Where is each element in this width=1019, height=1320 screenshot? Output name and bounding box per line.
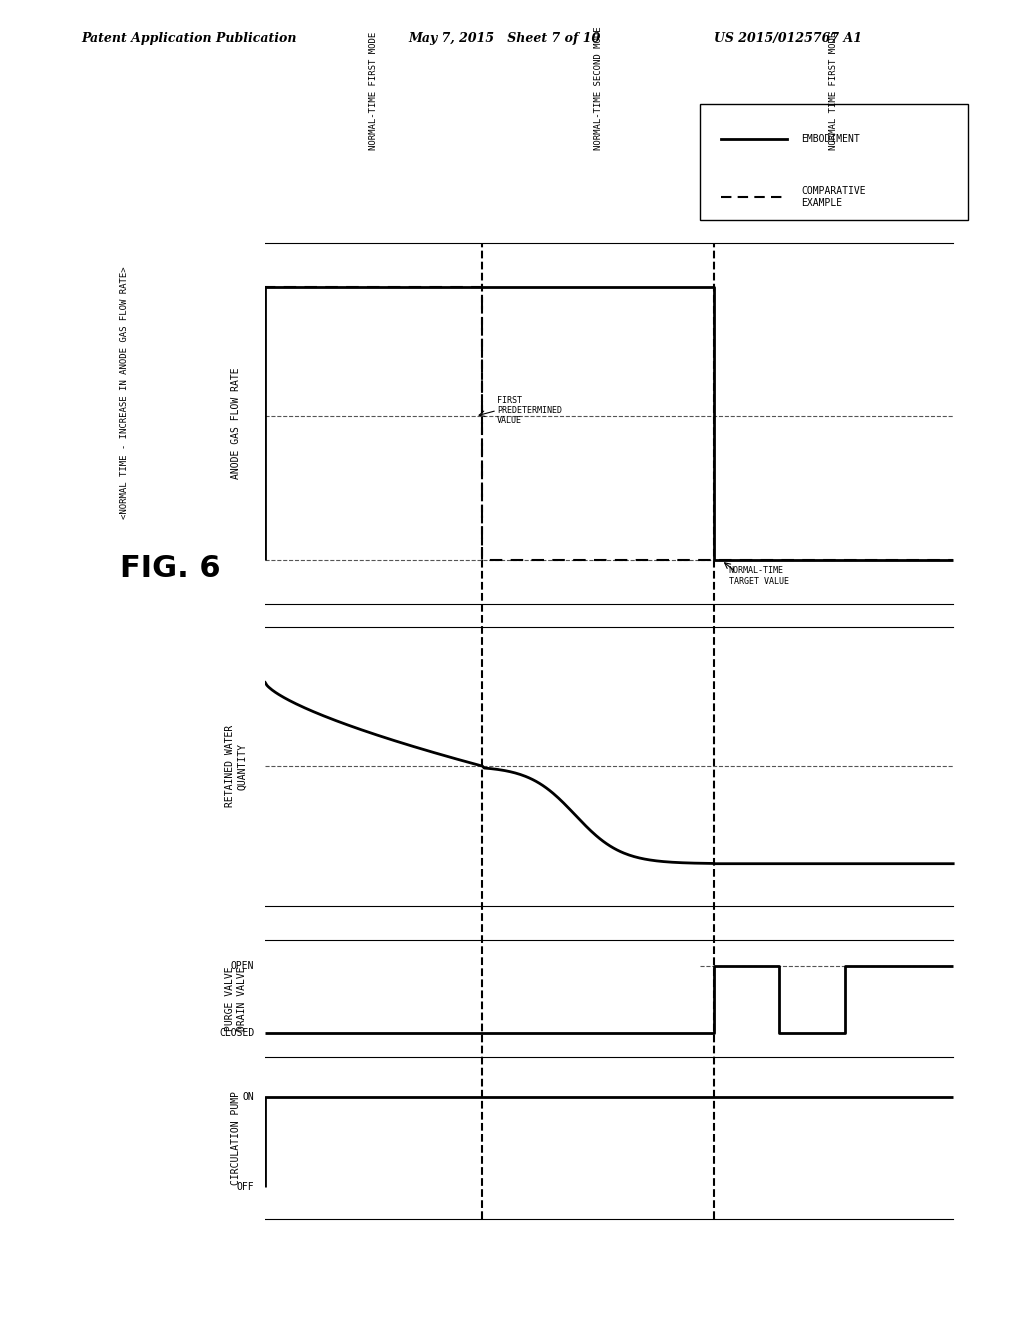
- Text: Patent Application Publication: Patent Application Publication: [82, 32, 297, 45]
- FancyBboxPatch shape: [699, 104, 967, 220]
- Text: PURGE VALVE
DRAIN VALVE: PURGE VALVE DRAIN VALVE: [225, 966, 247, 1031]
- Text: EMBODIMENT: EMBODIMENT: [800, 133, 859, 144]
- Text: COMPARATIVE
EXAMPLE: COMPARATIVE EXAMPLE: [800, 186, 865, 207]
- Text: FIRST
PREDETERMINED
VALUE: FIRST PREDETERMINED VALUE: [496, 396, 561, 425]
- Text: ANODE GAS FLOW RATE: ANODE GAS FLOW RATE: [231, 368, 242, 479]
- Text: OPEN: OPEN: [230, 961, 254, 972]
- Text: CLOSED: CLOSED: [219, 1028, 254, 1039]
- Text: CIRCULATION PUMP: CIRCULATION PUMP: [231, 1090, 242, 1185]
- Text: NORMAL-TIME FIRST MODE: NORMAL-TIME FIRST MODE: [369, 32, 378, 150]
- Text: ON: ON: [243, 1092, 254, 1102]
- Text: <NORMAL TIME - INCREASE IN ANODE GAS FLOW RATE>: <NORMAL TIME - INCREASE IN ANODE GAS FLO…: [120, 267, 129, 519]
- Text: May 7, 2015   Sheet 7 of 10: May 7, 2015 Sheet 7 of 10: [408, 32, 599, 45]
- Text: RETAINED WATER
QUANTITY: RETAINED WATER QUANTITY: [225, 725, 247, 808]
- Text: NORMAL TIME FIRST MODE: NORMAL TIME FIRST MODE: [828, 32, 838, 150]
- Text: OFF: OFF: [236, 1181, 254, 1192]
- Text: FIG. 6: FIG. 6: [120, 554, 221, 583]
- Text: NORMAL-TIME
TARGET VALUE: NORMAL-TIME TARGET VALUE: [728, 566, 788, 586]
- Text: NORMAL-TIME SECOND MODE: NORMAL-TIME SECOND MODE: [593, 26, 602, 150]
- Text: US 2015/0125767 A1: US 2015/0125767 A1: [713, 32, 861, 45]
